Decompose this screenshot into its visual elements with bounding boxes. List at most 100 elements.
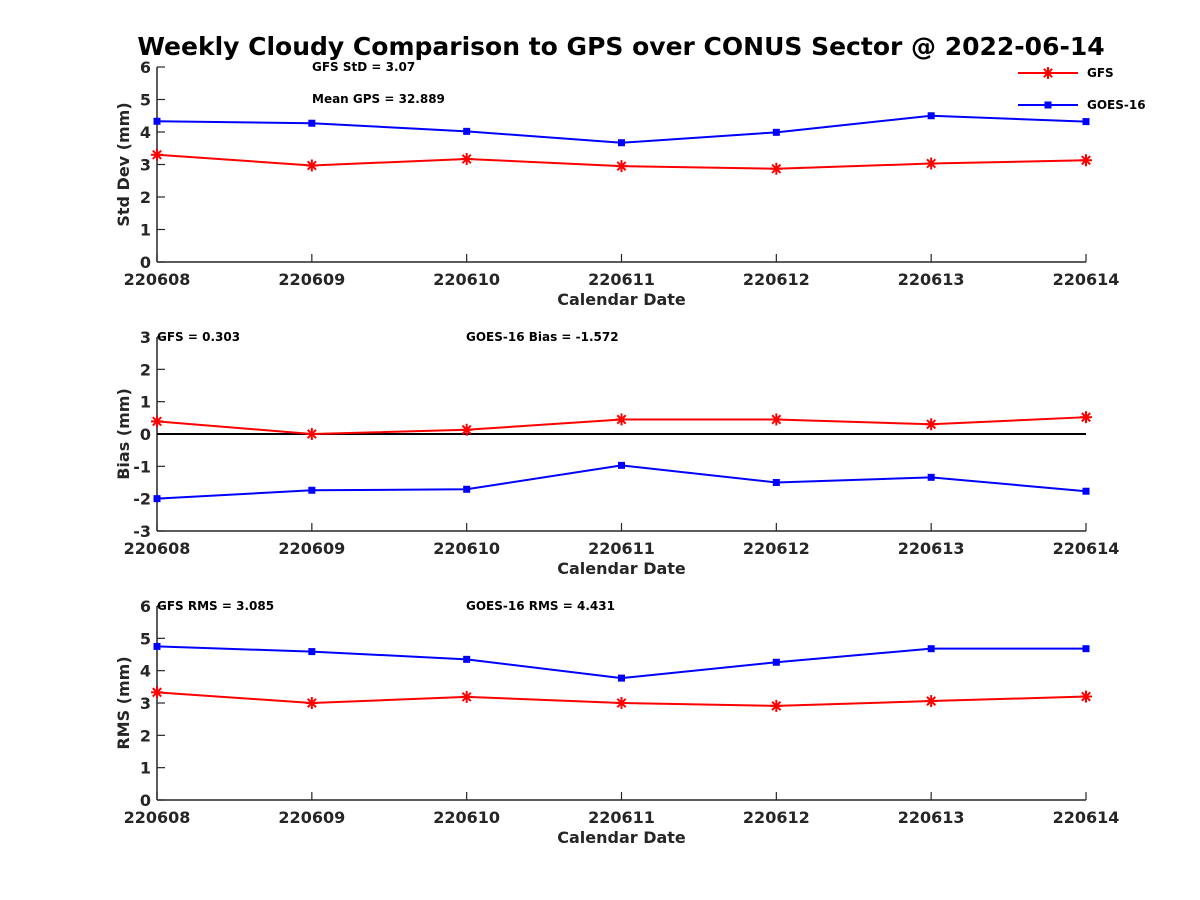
series-line	[156, 645, 1086, 680]
y-tick-label: 6	[140, 58, 151, 77]
x-tick-label: 220608	[124, 808, 191, 827]
data-point	[618, 461, 625, 469]
data-point	[460, 152, 473, 165]
x-tick-label: 220611	[588, 808, 655, 827]
x-tick-label: 220613	[898, 270, 965, 289]
data-point	[1082, 645, 1090, 653]
legend: GFS GOES-16	[1018, 66, 1146, 112]
y-axis-label: Bias (mm)	[114, 388, 133, 480]
annotation: GFS StD = 3.07	[312, 60, 415, 74]
y-tick-label: 0	[140, 791, 151, 810]
x-tick-label: 220614	[1053, 808, 1120, 827]
data-point	[1080, 411, 1092, 424]
x-tick-label: 220613	[898, 808, 965, 827]
legend-label: GOES-16	[1087, 98, 1146, 112]
data-point	[153, 642, 161, 650]
annotation: Mean GPS = 32.889	[312, 92, 445, 106]
y-tick-label: 5	[140, 91, 151, 110]
series-gfs	[151, 686, 1092, 712]
data-point	[460, 423, 473, 436]
y-tick-label: 3	[140, 328, 151, 347]
data-point	[925, 157, 938, 170]
data-point	[305, 428, 318, 440]
data-point	[927, 112, 935, 120]
y-tick-label: 1	[140, 221, 151, 240]
x-axis-label: Calendar Date	[557, 828, 686, 847]
y-tick-label: 2	[140, 360, 151, 379]
x-axis-label: Calendar Date	[557, 559, 686, 578]
data-point	[925, 418, 938, 431]
series-goes-16	[153, 642, 1090, 682]
x-tick-label: 220610	[433, 270, 500, 289]
y-tick-label: 4	[140, 123, 151, 142]
legend-item-gfs: GFS	[1018, 66, 1114, 80]
y-tick-label: 1	[140, 393, 151, 412]
y-tick-label: 2	[140, 726, 151, 745]
x-tick-label: 220609	[278, 539, 345, 558]
x-tick-label: 220613	[898, 539, 965, 558]
x-tick-label: 220614	[1053, 539, 1120, 558]
x-tick-label: 220610	[433, 539, 500, 558]
data-point	[1082, 118, 1090, 126]
data-point	[770, 699, 783, 712]
data-point	[463, 485, 471, 493]
data-point	[308, 119, 316, 127]
data-point	[927, 645, 935, 653]
legend-marker	[1044, 101, 1052, 109]
data-point	[618, 674, 625, 682]
x-tick-label: 220609	[278, 270, 345, 289]
data-point	[460, 690, 473, 703]
data-point	[153, 495, 161, 503]
y-tick-label: 2	[140, 188, 151, 207]
data-point	[305, 159, 318, 172]
x-tick-label: 220611	[588, 539, 655, 558]
series-gfs	[151, 411, 1092, 440]
x-tick-label: 220612	[743, 270, 810, 289]
data-point	[305, 697, 318, 709]
data-point	[1082, 487, 1090, 495]
y-tick-label: -2	[133, 490, 151, 509]
data-point	[770, 413, 783, 426]
annotation: GFS = 0.303	[157, 330, 240, 344]
panel-1: 0 1 2 3 4 5 6 220608 220609 220610 220611 220612 220…	[114, 58, 1119, 309]
data-point	[151, 415, 163, 428]
annotation: GOES-16 RMS = 4.431	[466, 599, 615, 613]
x-tick-label: 220612	[743, 808, 810, 827]
panel-3: 0 1 2 3 4 5 6 220608 220609 220610 220611 220612 220…	[114, 597, 1119, 847]
y-tick-label: 4	[140, 662, 151, 681]
data-point	[463, 127, 471, 135]
series-goes-16	[153, 461, 1090, 503]
data-point	[772, 128, 780, 136]
series-line	[156, 114, 1087, 144]
data-point	[151, 148, 163, 161]
annotation: GOES-16 Bias = -1.572	[466, 330, 619, 344]
data-point	[1080, 154, 1092, 167]
x-tick-label: 220611	[588, 270, 655, 289]
y-tick-label: 0	[140, 253, 151, 272]
y-tick-label: -3	[133, 522, 151, 541]
data-point	[463, 655, 471, 663]
annotation: GFS RMS = 3.085	[157, 599, 274, 613]
data-point	[615, 413, 628, 426]
y-axis-label: RMS (mm)	[114, 656, 133, 749]
data-point	[772, 479, 780, 486]
legend-marker	[1042, 67, 1054, 79]
x-tick-label: 220609	[278, 808, 345, 827]
legend-label: GFS	[1087, 66, 1114, 80]
series-line	[156, 464, 1087, 500]
data-point	[308, 648, 316, 656]
data-point	[1080, 690, 1092, 703]
data-point	[772, 658, 780, 666]
data-point	[308, 486, 316, 494]
y-tick-label: 5	[140, 629, 151, 648]
data-point	[927, 473, 935, 481]
y-tick-label: 0	[140, 425, 151, 444]
y-tick-label: 3	[140, 156, 151, 175]
legend-item-goes-16: GOES-16	[1018, 98, 1146, 112]
data-point	[153, 117, 161, 125]
y-tick-label: -1	[133, 457, 151, 476]
data-point	[618, 139, 625, 147]
data-point	[151, 686, 163, 699]
data-point	[925, 695, 938, 708]
x-tick-label: 220612	[743, 539, 810, 558]
